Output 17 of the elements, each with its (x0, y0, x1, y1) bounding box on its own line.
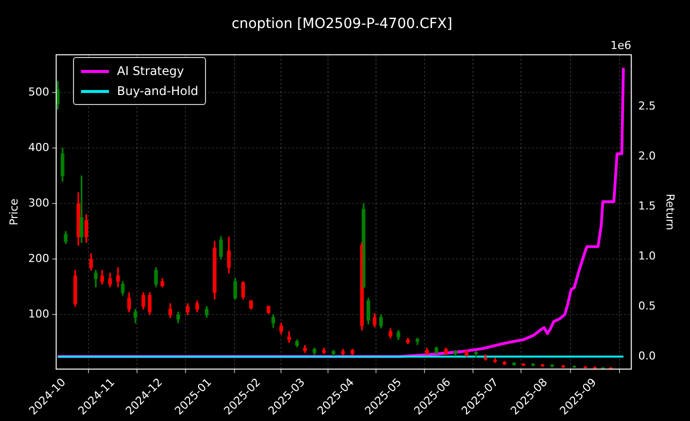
y-tick-label: 100 (28, 308, 50, 321)
y2-axis-title: Return (664, 194, 677, 230)
text: 1e6 (610, 39, 632, 52)
y2-tick-label: 1.5 (638, 200, 656, 213)
y-tick-label: 500 (28, 85, 50, 98)
y-tick-label: 400 (28, 140, 50, 154)
y2-tick-label: 2.5 (638, 100, 656, 113)
legend-label: Buy-and-Hold (117, 83, 198, 100)
y2-tick-label: 1.0 (638, 250, 656, 263)
y2-tick-label: 0.5 (638, 299, 656, 312)
legend-label: AI Strategy (117, 63, 184, 80)
y2-tick-label: 2.0 (638, 150, 656, 163)
y2-tick-label: 0.0 (638, 349, 656, 362)
y-tick-label: 300 (28, 196, 50, 210)
y-tick-label: 200 (28, 252, 50, 266)
chart-title: cnoption [MO2509-P-4700.CFX] (232, 16, 452, 32)
y-axis-title: Price (7, 198, 20, 226)
